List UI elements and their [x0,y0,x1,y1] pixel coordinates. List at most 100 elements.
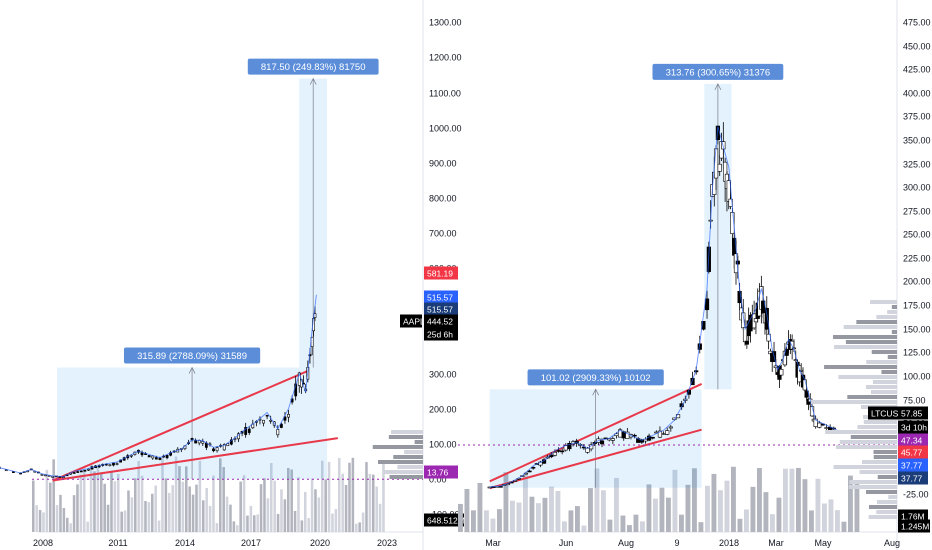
volume-bar [263,478,266,532]
volume-bar [802,479,808,532]
measure-label-bg [247,58,379,75]
y-tick-label: 375.00 [903,112,931,122]
volume-profile-bar [891,330,897,334]
volume-bar [161,458,164,532]
trend-line [489,428,702,490]
volume-profile-bar [404,450,423,454]
price-tag-label: 648.512M [427,515,465,525]
volume-bar [341,473,344,532]
volume-profile-bar [850,435,897,439]
volume-bar [375,486,378,532]
volume-bar [208,505,212,532]
volume-bar [588,488,593,532]
measure-arrow-head [714,83,722,91]
volume-bar [575,506,580,532]
y-tick-label: 300.00 [429,370,457,380]
volume-bar [835,510,840,532]
volume-bar [334,509,338,532]
volume-bar [685,484,691,532]
price-tag-bg [424,266,458,280]
candle [83,470,87,472]
measure-arrow-head [309,77,317,85]
volume-bar [555,491,561,532]
volume-profile-bar [847,395,897,399]
volume-profile-bar [870,390,897,394]
volume-bar [168,493,171,532]
candle [650,436,655,439]
volume-bar [283,499,287,532]
volume-bar [259,484,263,532]
volume-bar [776,497,782,532]
y-tick-label: 425.00 [903,65,931,75]
measure-label-bg [123,347,261,364]
volume-profile-bar [888,495,897,499]
candle [229,439,233,445]
x-tick-label: 2008 [33,538,53,548]
x-tick-label: Mar [485,538,501,548]
volume-bar [42,512,45,532]
candle [154,457,158,460]
volume-bar [378,503,382,532]
price-tag-label: 581.19 [427,268,453,278]
left-chart-panel[interactable]: 1300.00 1200.00 1100.00 1000.00 900.00 800.00… [0,0,465,550]
volume-bar [327,461,331,532]
price-tag-label: 37.77 [901,460,923,470]
volume-profile-bar [845,340,897,344]
candle [817,422,822,428]
price-tag-label: LTCUSD [871,408,904,418]
volume-bar [344,485,348,532]
candle [552,451,558,456]
volume-profile-bar [810,400,897,404]
candle [262,419,265,424]
volume-bar [127,490,130,532]
candle [665,430,670,435]
volume-bar [659,487,665,532]
volume-bar [477,482,483,532]
price-tag-label: 25d 6h [427,329,453,339]
volume-bar [229,504,232,532]
volume-bar [750,486,756,532]
volume-bar [32,480,35,532]
candle [764,307,769,330]
candle [76,471,80,473]
price-tag-label: 57.85 [901,408,923,418]
volume-profile-bar [857,425,897,429]
volume-bar [679,514,684,532]
volume-profile-bar [887,355,897,359]
volume-bar [76,484,79,532]
volume-bar [633,514,639,532]
volume-bar [202,500,205,532]
y-tick-label: 450.00 [903,42,931,52]
volume-bar [144,501,147,532]
measure-arrow-head [188,366,196,374]
volume-bar [458,503,463,532]
candle [12,471,15,473]
volume-bar [103,483,106,532]
volume-bar [338,458,341,532]
volume-bar [568,510,574,532]
price-tag-label: 515.57 [427,304,453,314]
volume-bar [361,512,365,532]
volume-bar [705,485,710,532]
candle [269,419,273,422]
volume-profile-bar [391,430,423,434]
x-tick-label: Jun [559,538,574,548]
candle [247,428,251,433]
volume-bar [253,515,256,532]
moving-average-line [0,294,317,478]
volume-bar [718,490,723,532]
volume-bar [222,467,225,532]
volume-bar [246,515,249,532]
y-tick-label: 300.00 [903,183,931,193]
volume-bar [516,502,522,532]
candle [140,452,144,456]
volume-bar [321,460,324,532]
volume-bar [147,502,151,532]
right-chart-panel[interactable]: 475.00 450.00 425.00 400.00 375.00 350.00 325.… [458,0,931,550]
volume-bar [317,497,321,532]
volume-bar [324,479,327,532]
volume-bar [355,523,358,532]
volume-profile-bar [873,450,897,454]
volume-profile-bar [887,310,897,314]
candle [610,438,615,441]
